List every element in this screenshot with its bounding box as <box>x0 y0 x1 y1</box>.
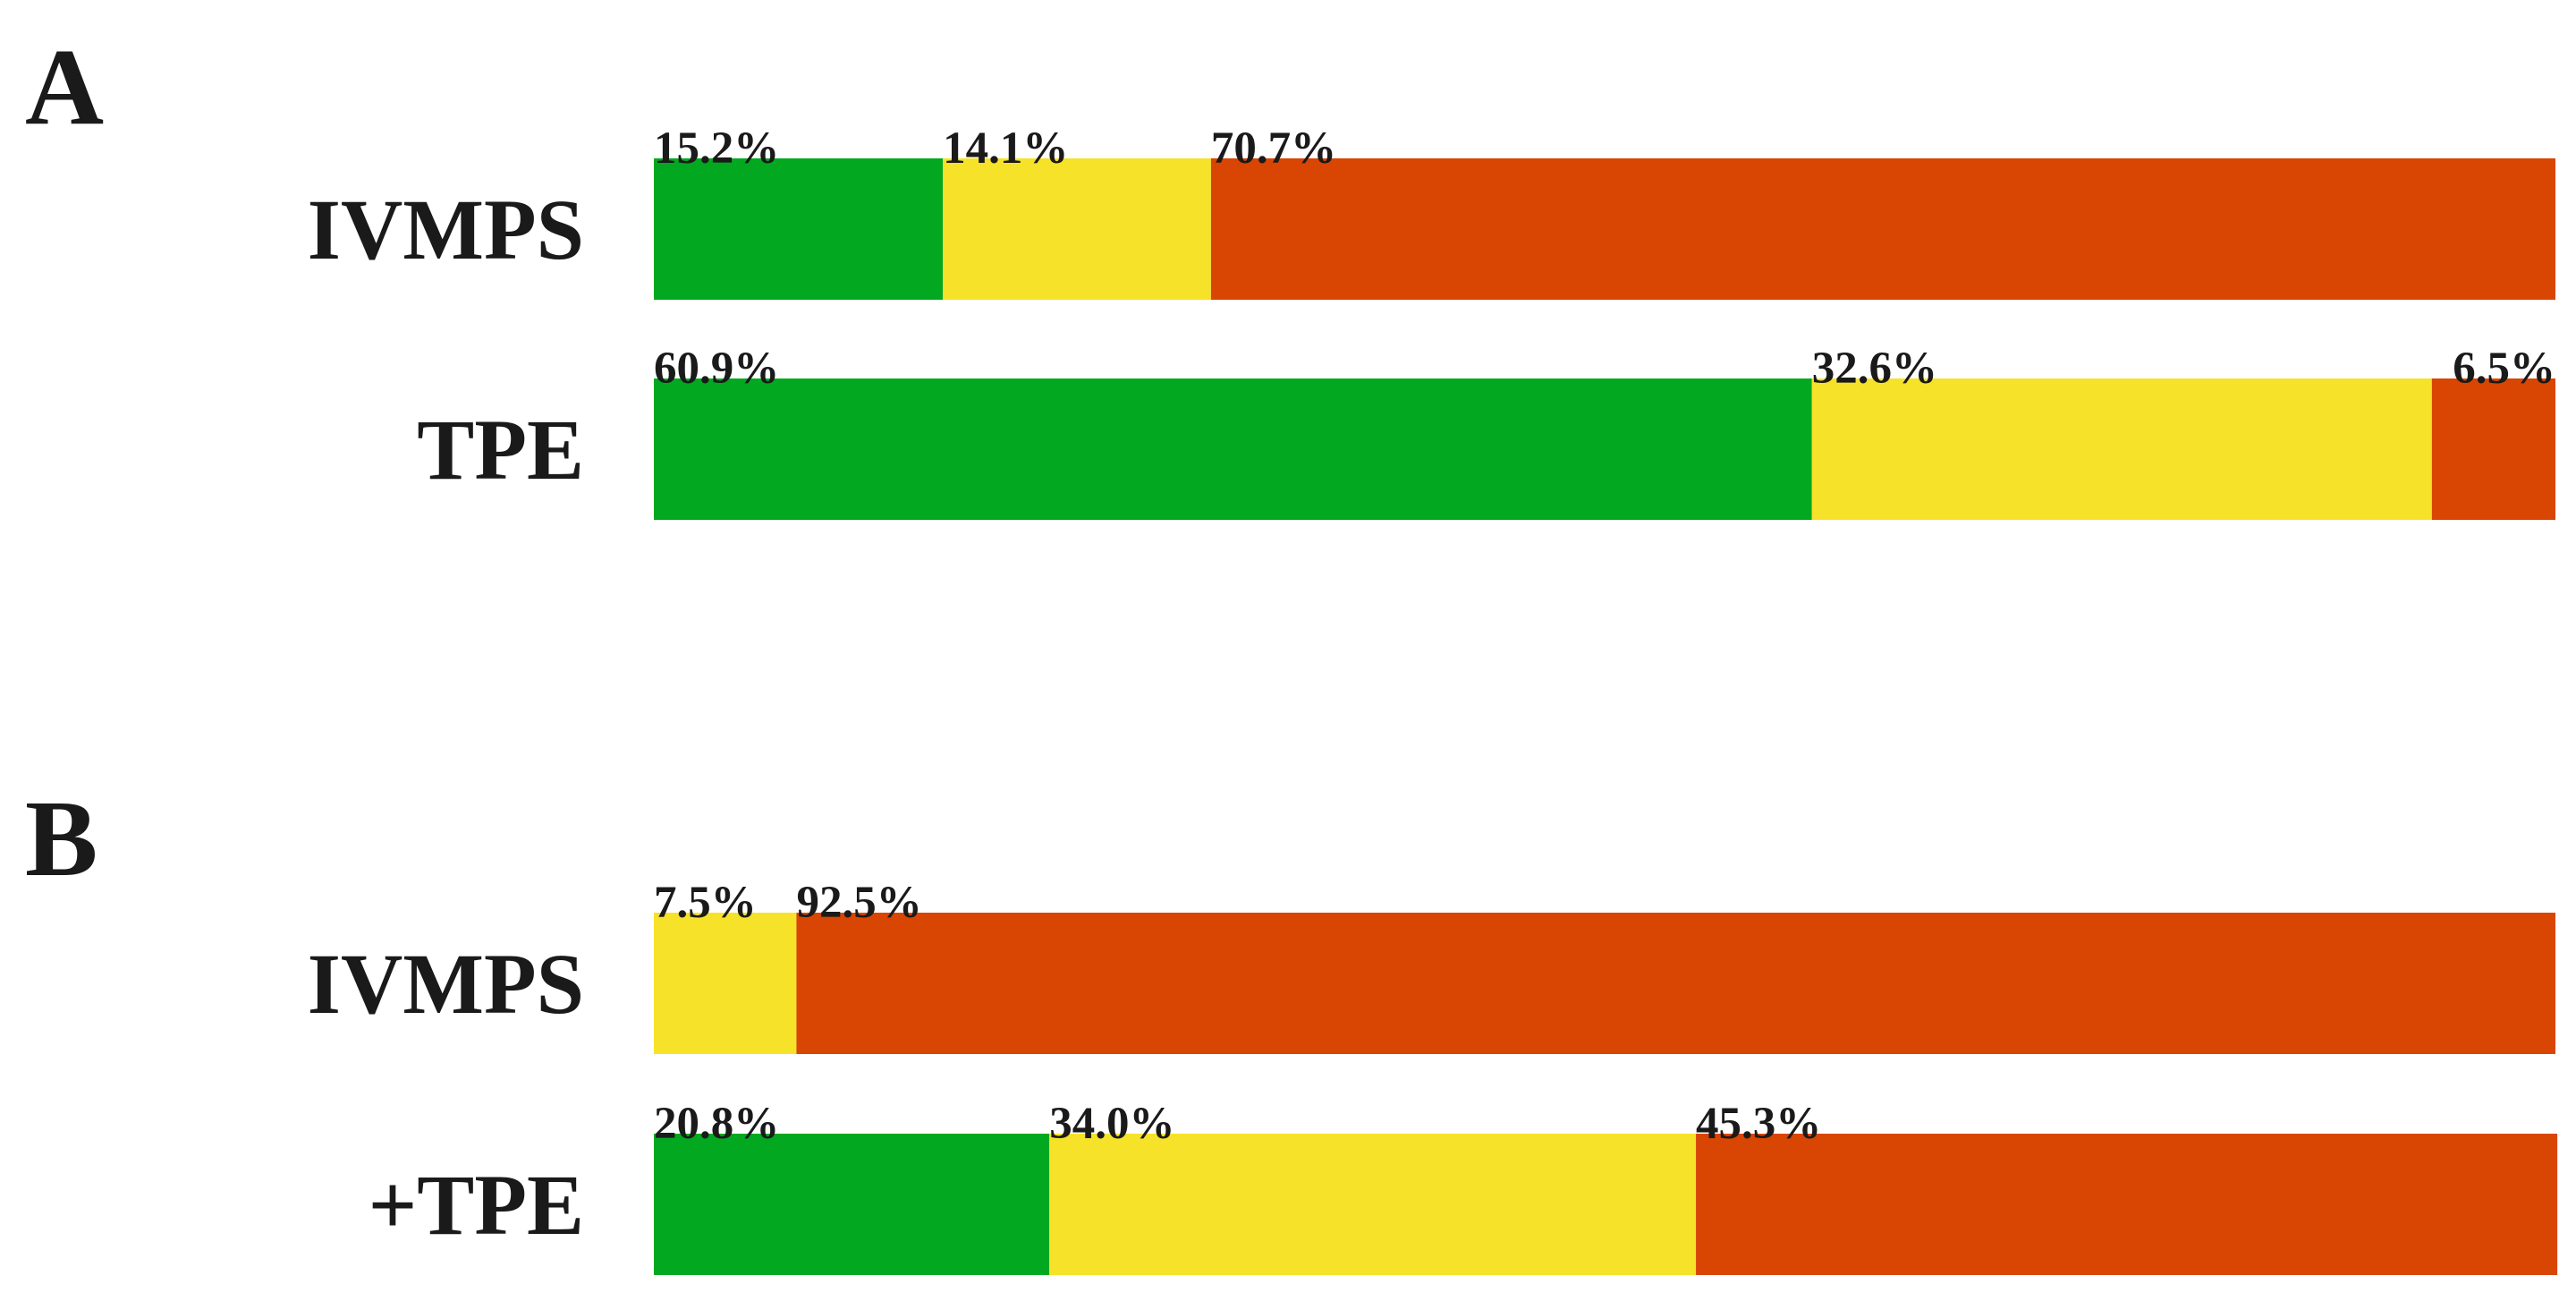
panel-b: B IVMPS 7.5% 92.5% +TPE 20.8% 34.0% 45.3% <box>25 778 2558 1275</box>
bar-segment <box>654 1134 1050 1275</box>
panel-letter: B <box>25 778 97 899</box>
category-label: IVMPS <box>308 936 584 1032</box>
category-label: +TPE <box>369 1157 584 1253</box>
data-label: 45.3% <box>1696 1099 1821 1149</box>
data-label: 70.7% <box>1211 123 1336 174</box>
bar-row-ivmps: IVMPS 15.2% 14.1% 70.7% <box>308 123 2555 300</box>
panel-a: A IVMPS 15.2% 14.1% 70.7% TPE 60.9% 32.6% 6.5% <box>25 27 2555 520</box>
data-label: 14.1% <box>943 123 1068 174</box>
data-label: 7.5% <box>654 878 757 928</box>
bar-segment <box>943 158 1211 300</box>
category-label: IVMPS <box>308 182 584 277</box>
data-label: 20.8% <box>654 1099 779 1149</box>
bar-row-tpe: TPE 60.9% 32.6% 6.5% <box>417 344 2555 520</box>
bar-segment <box>654 378 1812 520</box>
data-label: 15.2% <box>654 123 779 174</box>
category-label: TPE <box>417 402 584 497</box>
bar-segment <box>1049 1134 1697 1275</box>
bar-segment <box>654 913 797 1054</box>
bar-segment <box>1696 1134 2558 1275</box>
bar-segment <box>1811 378 2432 520</box>
bar-segment <box>2431 378 2555 520</box>
data-label: 6.5% <box>2453 344 2555 394</box>
bar-row-ivmps: IVMPS 7.5% 92.5% <box>308 878 2556 1054</box>
data-label: 92.5% <box>796 878 921 928</box>
data-label: 32.6% <box>1812 344 1937 394</box>
data-label: 60.9% <box>654 344 779 394</box>
bar-segment <box>1210 158 2555 300</box>
bar-segment <box>654 158 944 300</box>
bar-segment <box>796 913 2556 1054</box>
data-label: 34.0% <box>1049 1099 1174 1149</box>
panel-letter: A <box>25 27 104 148</box>
bar-row-tpe: +TPE 20.8% 34.0% 45.3% <box>369 1099 2558 1275</box>
